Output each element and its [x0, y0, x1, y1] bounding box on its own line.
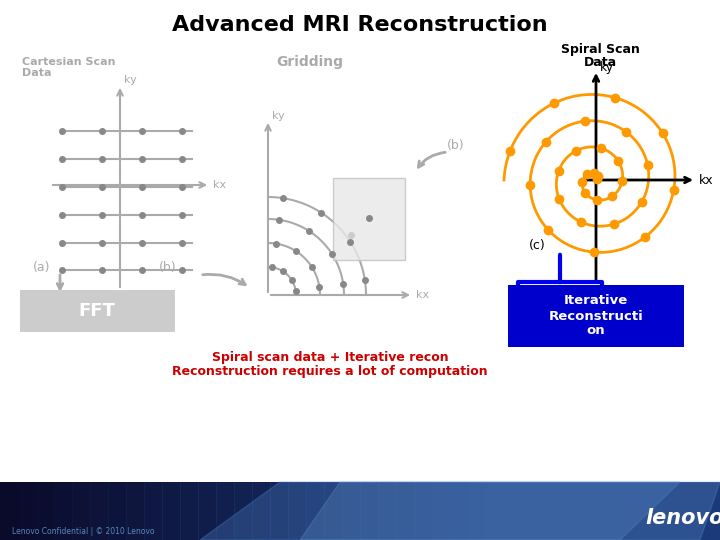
Bar [324, 482, 343, 540]
Bar [20, 290, 175, 332]
Bar [144, 482, 163, 540]
Bar [288, 482, 307, 540]
Bar [108, 482, 127, 540]
Bar [162, 482, 181, 540]
Text: (c): (c) [528, 239, 545, 252]
Text: Reconstruction requires a lot of computation: Reconstruction requires a lot of computa… [172, 366, 488, 379]
Bar [216, 482, 235, 540]
Text: (a): (a) [33, 261, 50, 274]
Bar [522, 482, 541, 540]
Text: Data: Data [583, 56, 616, 69]
Text: FFT: FFT [78, 302, 115, 320]
Bar [198, 482, 217, 540]
Bar [18, 482, 37, 540]
Bar [396, 482, 415, 540]
Bar [90, 482, 109, 540]
Bar [252, 482, 271, 540]
Bar [0, 482, 19, 540]
Bar [432, 482, 451, 540]
Bar [648, 482, 667, 540]
Bar [630, 482, 649, 540]
Bar [702, 482, 720, 540]
Bar [360, 482, 379, 540]
Bar [486, 482, 505, 540]
Text: Data: Data [22, 68, 52, 78]
Bar [270, 482, 289, 540]
Text: kx: kx [213, 180, 226, 190]
Bar [666, 482, 685, 540]
Bar [504, 482, 523, 540]
Bar [558, 482, 577, 540]
Bar [576, 482, 595, 540]
Bar [508, 285, 684, 347]
Polygon shape [200, 482, 680, 540]
Bar [36, 482, 55, 540]
Text: ky: ky [272, 111, 284, 121]
Text: lenovo: lenovo [646, 508, 720, 528]
Text: (b): (b) [447, 138, 465, 152]
Bar [72, 482, 91, 540]
Text: kx: kx [416, 290, 429, 300]
Text: Gridding: Gridding [276, 55, 343, 69]
Bar [612, 482, 631, 540]
Bar [540, 482, 559, 540]
Bar [54, 482, 73, 540]
Bar [414, 482, 433, 540]
Text: Cartesian Scan: Cartesian Scan [22, 57, 115, 67]
Text: Spiral scan data + Iterative recon: Spiral scan data + Iterative recon [212, 352, 449, 365]
Text: Spiral Scan: Spiral Scan [561, 44, 639, 57]
Bar [333, 178, 405, 260]
Text: Iterative
Reconstructi
on: Iterative Reconstructi on [549, 294, 644, 338]
Bar [468, 482, 487, 540]
Text: ky: ky [124, 75, 137, 85]
Bar [342, 482, 361, 540]
Bar [378, 482, 397, 540]
Text: ky: ky [600, 60, 614, 73]
Bar [450, 482, 469, 540]
Bar [180, 482, 199, 540]
Bar [234, 482, 253, 540]
Polygon shape [300, 482, 720, 540]
Text: Advanced MRI Reconstruction: Advanced MRI Reconstruction [172, 15, 548, 35]
Bar [684, 482, 703, 540]
Text: Lenovo Confidential | © 2010 Lenovo: Lenovo Confidential | © 2010 Lenovo [12, 528, 155, 537]
Bar [126, 482, 145, 540]
Bar [0, 482, 720, 540]
Bar [306, 482, 325, 540]
Text: (b): (b) [159, 261, 177, 274]
Text: kx: kx [699, 173, 714, 186]
Bar [594, 482, 613, 540]
